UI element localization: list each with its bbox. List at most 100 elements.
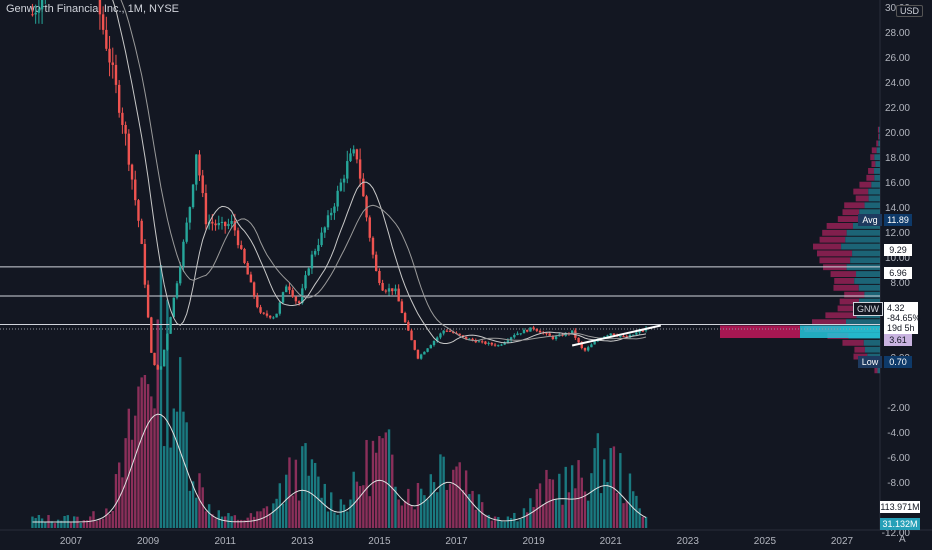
candle-body xyxy=(288,286,291,291)
candle-body xyxy=(631,334,635,336)
price-tick-label: -12.00 xyxy=(882,528,911,539)
volume-bar xyxy=(333,512,336,528)
volume-bar xyxy=(365,439,368,528)
last-price: 4.32 xyxy=(887,303,905,313)
volume-profile-bar xyxy=(837,305,858,312)
candle-body xyxy=(268,315,272,318)
candle-body xyxy=(458,333,461,336)
candle-body xyxy=(143,243,147,285)
candle-body xyxy=(519,333,522,335)
volume-profile-bar xyxy=(826,223,853,229)
candle-body xyxy=(484,341,487,344)
moving-average-line xyxy=(112,0,647,344)
candle-body xyxy=(529,327,532,332)
candle-body xyxy=(146,284,150,318)
level-6-96-badge: 6.96 xyxy=(884,267,912,279)
price-tick-label: 22.00 xyxy=(885,103,910,114)
volume-bar xyxy=(500,520,503,528)
volume-bar xyxy=(240,519,243,528)
volume-bar xyxy=(317,476,320,528)
volume-bar xyxy=(150,396,153,528)
currency-badge[interactable]: USD xyxy=(896,5,924,17)
trendline[interactable] xyxy=(571,324,662,347)
support-trendline[interactable] xyxy=(571,324,662,347)
volume-bar xyxy=(567,492,571,528)
last-price-badge: 4.32 -84.65% 19d 5h xyxy=(884,302,921,334)
volume-bar xyxy=(146,384,150,528)
candle-body xyxy=(500,344,503,346)
moving-averages xyxy=(112,0,647,344)
candle-body xyxy=(638,330,641,333)
candle-body xyxy=(310,254,314,269)
volume-profile-bar xyxy=(878,133,880,140)
volume-bar xyxy=(349,499,352,528)
candle-body xyxy=(342,178,346,183)
candle-body xyxy=(477,341,481,343)
volume-bar xyxy=(603,459,606,528)
candle-body xyxy=(37,9,41,13)
candle-body xyxy=(179,266,182,284)
volume-bar xyxy=(323,483,326,528)
candle-body xyxy=(442,330,445,334)
volume-bar xyxy=(320,497,323,528)
candle-body xyxy=(117,84,121,113)
volume-bar xyxy=(159,265,163,528)
horizontal-levels[interactable] xyxy=(0,266,880,330)
volume-profile-bar xyxy=(834,278,855,284)
volume-bar xyxy=(53,523,57,528)
candle-body xyxy=(436,337,439,341)
price-tick-label: 24.00 xyxy=(885,78,910,89)
volume-bar xyxy=(339,499,343,528)
candle-body xyxy=(204,193,208,225)
candle-body xyxy=(522,329,526,334)
volume-bar xyxy=(400,505,404,528)
candle-body xyxy=(172,297,175,318)
volume-bar xyxy=(44,522,47,528)
price-tick-label: -2.00 xyxy=(887,403,910,414)
volume-bar xyxy=(615,492,619,528)
volume-bar xyxy=(285,474,288,528)
candle-body xyxy=(101,14,105,30)
candle-body xyxy=(535,328,539,331)
candle-body xyxy=(233,221,237,231)
auto-scale-button[interactable]: A xyxy=(899,534,906,545)
volume-profile-bar xyxy=(858,298,880,305)
candle-body xyxy=(243,248,246,263)
volume-bar xyxy=(105,508,108,528)
volume-profile-bar xyxy=(842,209,860,216)
volume-bar xyxy=(638,508,641,528)
volume-bar xyxy=(304,443,307,528)
candle-body xyxy=(236,230,240,246)
volume-bar xyxy=(227,513,230,528)
candle-body xyxy=(381,282,384,291)
volume-profile-bar xyxy=(879,126,880,133)
candle-body xyxy=(554,336,558,339)
candle-body xyxy=(635,332,638,335)
volume-bar xyxy=(394,486,397,528)
volume-bar xyxy=(641,516,645,528)
candle-body xyxy=(40,0,44,10)
volume-profile-bar xyxy=(868,195,880,202)
volume-bar xyxy=(214,518,217,528)
volume-profile-bar xyxy=(875,161,880,167)
volume-bar xyxy=(281,503,285,528)
volume-bar xyxy=(564,466,567,528)
candle-body xyxy=(397,288,400,302)
volume-profile-bar xyxy=(858,284,880,291)
volume-bar xyxy=(497,517,500,528)
volume-bar xyxy=(413,509,416,528)
level-9-29-badge: 9.29 xyxy=(884,244,912,256)
candle-body xyxy=(137,200,140,221)
volume-bar xyxy=(249,513,253,528)
volume-bar xyxy=(371,440,375,528)
volume-bar xyxy=(346,511,349,528)
volume-bar xyxy=(378,436,381,528)
volume-profile-bar xyxy=(876,147,880,154)
volume-bar xyxy=(31,516,34,528)
volume-bar xyxy=(506,516,510,528)
volume-bar xyxy=(85,520,89,528)
candle-body xyxy=(108,48,111,63)
volume-profile-poc xyxy=(720,325,800,338)
